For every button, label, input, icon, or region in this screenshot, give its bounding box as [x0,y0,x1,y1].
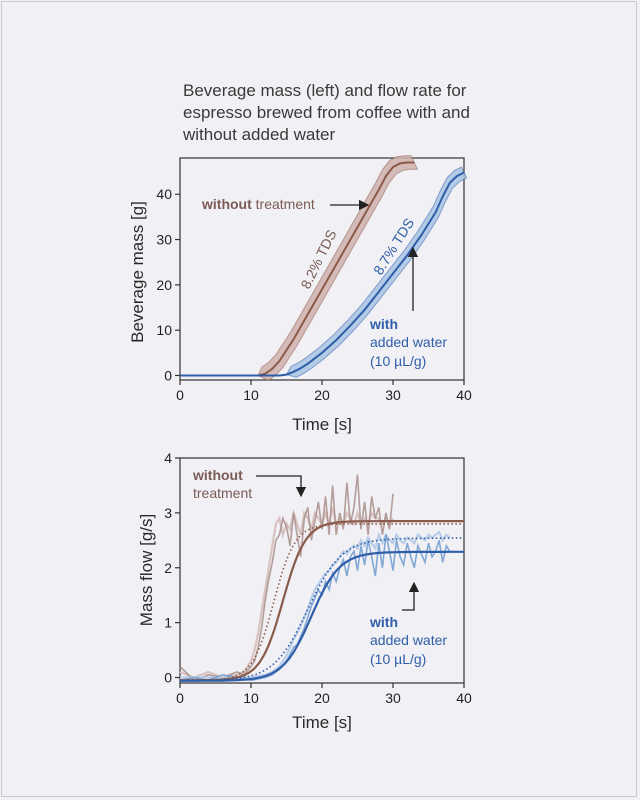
chart2-annot-with-line2: (10 µL/g) [370,651,426,667]
chart2-ytick-label-1: 1 [164,615,172,631]
chart2-ytick-label-3: 3 [164,505,172,521]
chart1-ytick-label-2: 20 [156,277,172,293]
chart2-ytick-label-4: 4 [164,450,172,466]
beverage-mass-chart: 0 10 20 30 40 0 10 20 30 40 Time [s] Beverage mas… [128,155,472,434]
chart2-fit-1 [180,550,464,682]
chart1-ytick-label-4: 40 [156,186,172,202]
chart2-arrow-without [256,475,307,498]
chart1-xtick-label-2: 20 [314,387,330,403]
chart1-annot-without: without treatment [201,196,315,212]
chart2-xtick-label-3: 30 [385,690,401,706]
chart1-annot-with-bold: with [369,316,398,332]
chart2-ytick-label-0: 0 [164,670,172,686]
chart1-line-1 [180,171,465,377]
chart2-xtick-label-2: 20 [314,690,330,706]
chart2-annot-with-bold: with [369,614,398,630]
chart2-fit-0 [180,520,464,682]
chart2-annot-with-line1: added water [370,632,447,648]
chart1-xtick-label-4: 40 [456,387,472,403]
chart1-ytick-label-0: 0 [164,367,172,383]
chart1-ytick-label-3: 30 [156,232,172,248]
chart1-xtick-label-0: 0 [176,387,184,403]
chart1-xtick-label-1: 10 [243,387,259,403]
chart2-annot-without-bold: without [192,467,243,483]
chart1-annot-with-line1: added water [370,334,447,350]
chart2-ytick-label-2: 2 [164,560,172,576]
chart1-ylabel: Beverage mass [g] [128,201,147,343]
chart1-line-0 [180,161,415,377]
chart1-series [180,155,468,382]
title-line-1: Beverage mass (left) and flow rate for [183,81,467,100]
title-line-3: without added water [183,125,336,144]
chart2-xtick-label-4: 40 [456,690,472,706]
chart1-annot-with-line2: (10 µL/g) [370,353,426,369]
chart2-ylabel: Mass flow [g/s] [137,514,156,626]
chart1-annot-without-bold: without [201,196,252,212]
figure-title: Beverage mass (left) and flow rate for e… [183,80,523,146]
chart2-arrow-with [402,581,420,611]
chart2-xtick-label-0: 0 [176,690,184,706]
chart2-ticks: 0 10 20 30 40 0 1 2 3 4 [164,450,472,706]
chart2-noisy-light-0 [179,507,394,679]
chart2-xtick-label-1: 10 [243,690,259,706]
chart1-xtick-label-3: 30 [385,387,401,403]
chart2-xlabel: Time [s] [292,713,352,732]
chart2-noisy-light-1 [180,530,451,679]
chart1-ytick-label-1: 10 [156,322,172,338]
title-line-2: espresso brewed from coffee with and [183,103,470,122]
chart2-dotted-1 [180,537,464,682]
chart1-annot-without-text: treatment [252,196,315,212]
chart1-xlabel: Time [s] [292,415,352,434]
chart2-dotted-0 [180,523,464,681]
chart1-ticks: 0 10 20 30 40 0 10 20 30 40 [156,186,472,403]
chart2-series [179,474,464,682]
chart2-annot-without-line1: treatment [193,485,252,501]
